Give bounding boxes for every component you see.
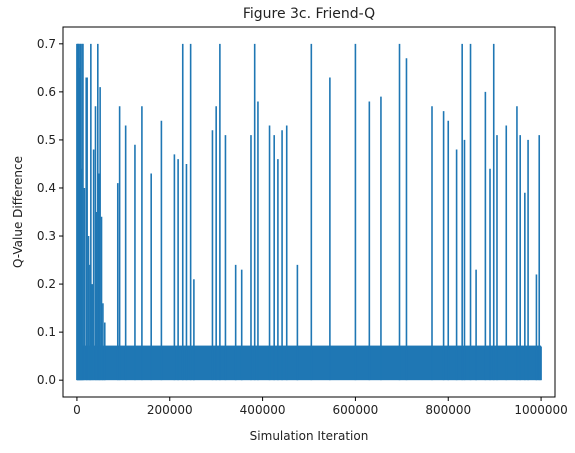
y-tick-label: 0.3 [37, 229, 56, 243]
x-tick-label: 1000000 [514, 403, 567, 417]
plot-frame [62, 26, 556, 398]
x-axis: 0 200000 400000 600000 800000 1000000 [73, 397, 568, 417]
chart-title: Figure 3c. Friend-Q [243, 6, 375, 22]
x-tick-label: 200000 [147, 403, 193, 417]
x-tick-label: 800000 [425, 403, 471, 417]
y-tick-label: 0.0 [37, 373, 56, 387]
x-tick-label: 600000 [333, 403, 379, 417]
y-tick-label: 0.2 [37, 277, 56, 291]
y-axis-label: Q-Value Difference [11, 156, 25, 268]
x-axis-label: Simulation Iteration [250, 429, 369, 443]
plot-area [76, 43, 542, 381]
x-tick-label: 400000 [240, 403, 286, 417]
y-tick-label: 0.1 [37, 325, 56, 339]
y-tick-label: 0.4 [37, 181, 56, 195]
early-dense-region [76, 43, 84, 381]
y-axis: 0.0 0.1 0.2 0.3 0.4 0.5 0.6 0.7 [37, 37, 63, 387]
y-tick-label: 0.6 [37, 85, 56, 99]
y-tick-label: 0.5 [37, 133, 56, 147]
y-tick-label: 0.7 [37, 37, 56, 51]
x-tick-label: 0 [73, 403, 81, 417]
baseline-noise-band [76, 345, 542, 381]
